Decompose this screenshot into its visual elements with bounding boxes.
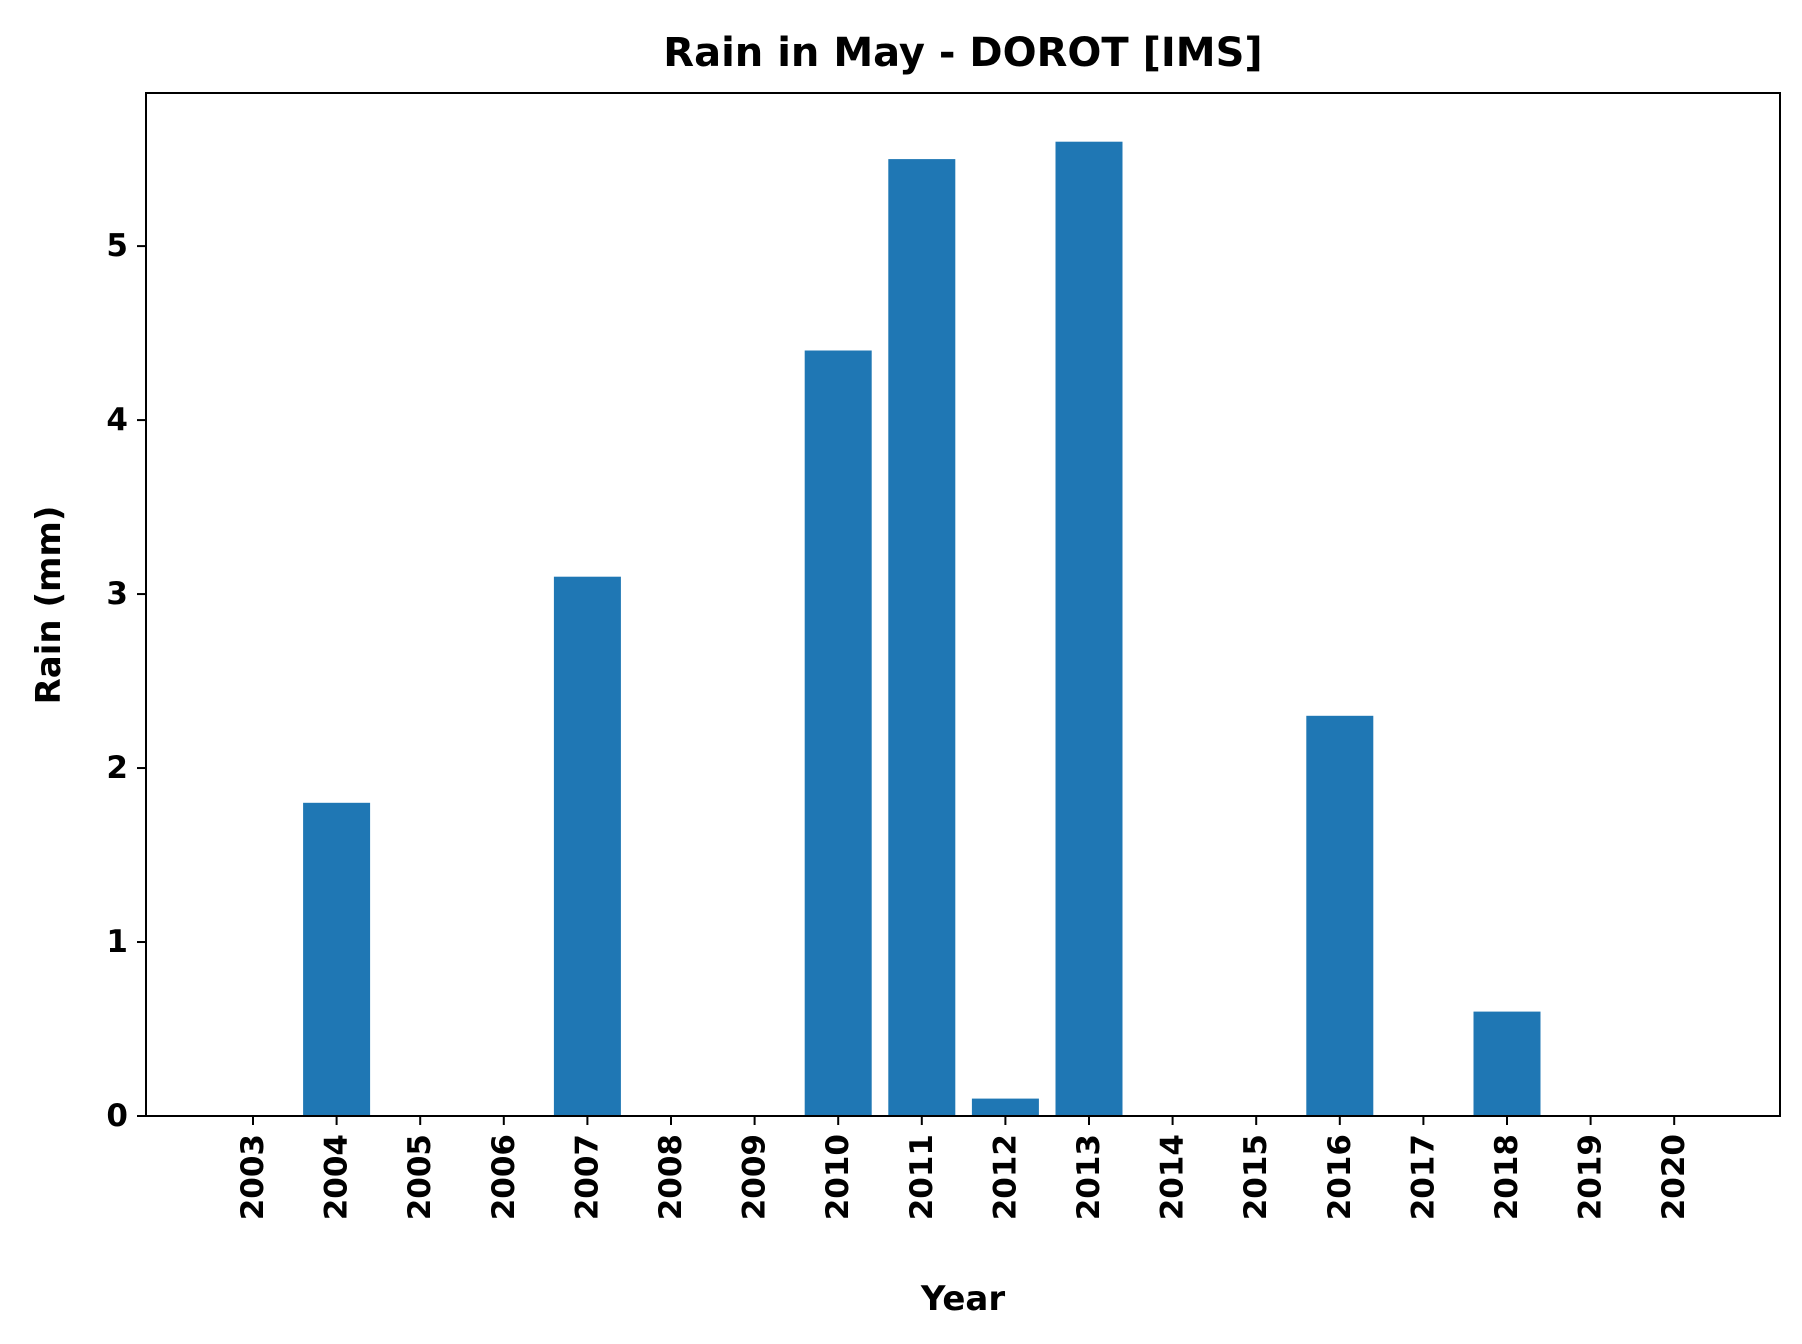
x-tick-label: 2017 (1405, 1134, 1441, 1220)
x-tick-label: 2006 (486, 1134, 522, 1220)
x-tick-label: 2019 (1573, 1134, 1609, 1220)
x-tick-label: 2013 (1071, 1134, 1107, 1220)
bars-group (303, 141, 1541, 1117)
x-tick-label: 2016 (1322, 1134, 1358, 1220)
x-axis-label: Year (920, 1279, 1006, 1319)
x-tick-label: 2015 (1238, 1134, 1274, 1220)
x-tick-label: 2010 (820, 1134, 856, 1220)
x-tick-label: 2014 (1155, 1134, 1191, 1220)
bar-2013 (1055, 141, 1123, 1116)
y-axis-ticks: 0 1 2 3 4 5 (106, 228, 146, 1134)
bar-2010 (804, 350, 872, 1116)
x-tick-label: 2008 (653, 1134, 689, 1220)
bar-2016 (1306, 715, 1374, 1116)
bar-2004 (303, 802, 371, 1116)
y-tick-label: 3 (106, 576, 128, 612)
y-tick-label: 1 (106, 924, 128, 960)
bar-2007 (553, 576, 621, 1116)
x-tick-label: 2005 (402, 1134, 438, 1220)
x-tick-label: 2018 (1489, 1134, 1525, 1220)
x-tick-label: 2004 (319, 1134, 355, 1220)
x-tick-label: 2007 (569, 1134, 605, 1220)
bar-2018 (1473, 1011, 1541, 1116)
bar-2012 (971, 1098, 1039, 1116)
chart-title: Rain in May - DOROT [IMS] (663, 30, 1262, 76)
x-tick-label: 2003 (235, 1134, 271, 1220)
x-tick-label: 2011 (904, 1134, 940, 1220)
bar-2011 (888, 159, 956, 1117)
x-tick-label: 2012 (987, 1134, 1023, 1220)
y-axis-label: Rain (mm) (29, 506, 69, 705)
y-tick-label: 5 (106, 228, 128, 264)
y-tick-label: 2 (106, 750, 128, 786)
y-tick-label: 4 (106, 402, 128, 438)
y-tick-label: 0 (106, 1098, 128, 1134)
plot-frame (145, 92, 1781, 1117)
x-axis-ticks: 2003 2004 2005 2006 2007 2008 2009 2010 2011 2012… (235, 1116, 1692, 1220)
x-tick-label: 2009 (737, 1134, 773, 1220)
x-tick-label: 2020 (1656, 1134, 1692, 1220)
